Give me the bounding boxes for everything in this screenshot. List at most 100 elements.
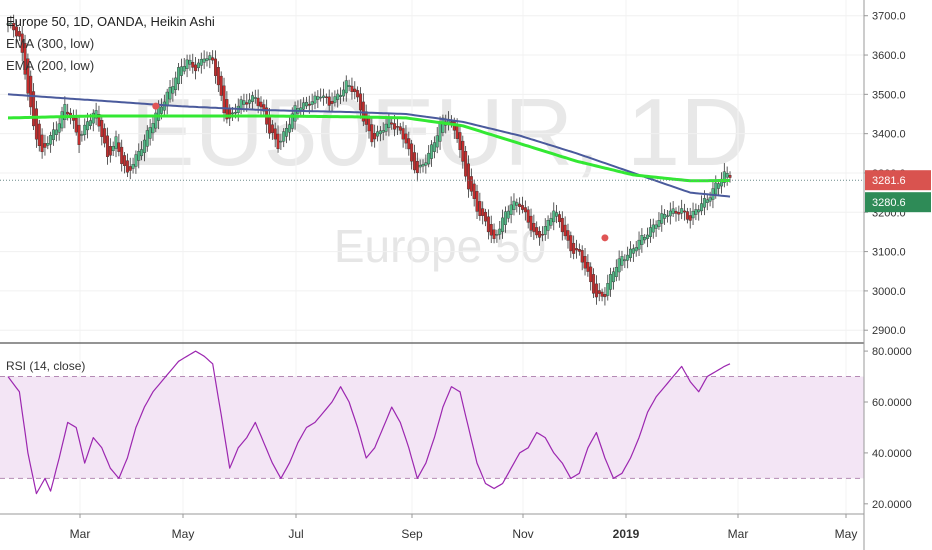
candle-up xyxy=(171,77,175,102)
candle-down xyxy=(592,268,596,298)
candle-up xyxy=(611,267,615,290)
candle-up xyxy=(546,215,550,239)
candle-down xyxy=(20,25,24,62)
ema300-legend[interactable]: EMA (300, low) xyxy=(6,36,94,51)
candle-down xyxy=(270,120,274,140)
candle-up xyxy=(142,134,146,162)
candle-up xyxy=(435,127,439,154)
candle-up xyxy=(134,150,138,174)
candle-down xyxy=(538,226,542,246)
candle-up xyxy=(310,93,314,112)
rsi-band xyxy=(0,376,864,479)
candle-down xyxy=(535,221,539,239)
price-tick-label: 3100.0 xyxy=(872,247,906,259)
candle-up xyxy=(60,106,64,132)
candle-up xyxy=(57,117,61,141)
candle-up xyxy=(319,88,323,102)
candle-down xyxy=(597,283,601,302)
candle-up xyxy=(626,246,630,269)
candle-up xyxy=(629,241,633,262)
candle-down xyxy=(214,50,218,84)
candle-up xyxy=(620,250,624,271)
candle-up xyxy=(495,229,499,243)
ema-price-badge xyxy=(865,192,931,213)
candle-up xyxy=(432,136,436,159)
candle-down xyxy=(458,124,462,158)
candle-up xyxy=(6,20,10,33)
candle-down xyxy=(370,117,374,147)
candle-down xyxy=(358,87,362,119)
candle-down xyxy=(105,127,109,165)
time-tick-label: Nov xyxy=(512,527,533,541)
candle-down xyxy=(12,14,16,38)
candle-up xyxy=(111,141,115,157)
candle-down xyxy=(23,34,27,80)
candle-up xyxy=(205,51,209,67)
candle-up xyxy=(54,121,58,142)
candle-down xyxy=(478,192,482,221)
candle-up xyxy=(643,233,647,244)
candle-down xyxy=(577,243,581,256)
candle-down xyxy=(353,81,357,100)
candle-up xyxy=(185,54,189,78)
candle-down xyxy=(395,118,399,135)
candle-up xyxy=(285,121,289,144)
candle-down xyxy=(43,134,47,156)
candle-up xyxy=(634,240,638,257)
candle-down xyxy=(688,207,692,229)
candle-up xyxy=(202,50,206,70)
candle-down xyxy=(566,223,570,249)
candle-up xyxy=(555,204,559,224)
candle-up xyxy=(697,204,701,221)
price-tick-label: 2900.0 xyxy=(872,325,906,337)
price-tick-label: 3700.0 xyxy=(872,11,906,23)
chart-title: Europe 50, 1D, OANDA, Heikin Ashi xyxy=(6,14,215,29)
candle-down xyxy=(356,86,360,103)
candle-down xyxy=(529,208,533,237)
candle-up xyxy=(248,93,252,109)
price-tick-label: 3600.0 xyxy=(872,50,906,62)
price-tick-label: 3000.0 xyxy=(872,286,906,298)
candle-down xyxy=(484,208,488,227)
candle-up xyxy=(188,54,192,71)
candle-down xyxy=(219,71,223,102)
candle-up xyxy=(614,259,618,282)
rsi-legend[interactable]: RSI (14, close) xyxy=(6,359,85,373)
candle-up xyxy=(691,202,695,226)
candle-down xyxy=(222,77,226,122)
ema200-legend[interactable]: EMA (200, low) xyxy=(6,58,94,73)
candle-down xyxy=(330,92,334,113)
candle-up xyxy=(168,80,172,103)
candle-up xyxy=(341,81,345,102)
candle-up xyxy=(148,119,152,146)
candle-down xyxy=(540,226,544,242)
candle-up xyxy=(114,130,118,158)
candle-up xyxy=(336,89,340,108)
candle-up xyxy=(339,87,343,104)
candle-up xyxy=(154,108,158,133)
candle-down xyxy=(26,53,30,101)
candle-up xyxy=(617,250,621,281)
price-tick-label: 3500.0 xyxy=(872,89,906,101)
candle-up xyxy=(549,212,553,229)
candle-down xyxy=(74,109,78,136)
candle-up xyxy=(680,199,684,220)
price-tick-label: 3400.0 xyxy=(872,129,906,141)
candle-down xyxy=(583,248,587,276)
candle-down xyxy=(683,203,687,221)
candle-up xyxy=(418,159,422,174)
signal-marker xyxy=(601,234,609,242)
candle-down xyxy=(532,214,536,240)
candle-up xyxy=(177,62,181,91)
candle-up xyxy=(609,267,613,297)
candle-down xyxy=(259,96,263,115)
candle-up xyxy=(623,254,627,269)
candle-down xyxy=(469,168,473,196)
candle-up xyxy=(430,140,434,167)
candle-up xyxy=(509,196,513,224)
price-pane xyxy=(0,14,864,306)
rsi-line xyxy=(7,350,731,495)
candle-down xyxy=(404,125,408,150)
